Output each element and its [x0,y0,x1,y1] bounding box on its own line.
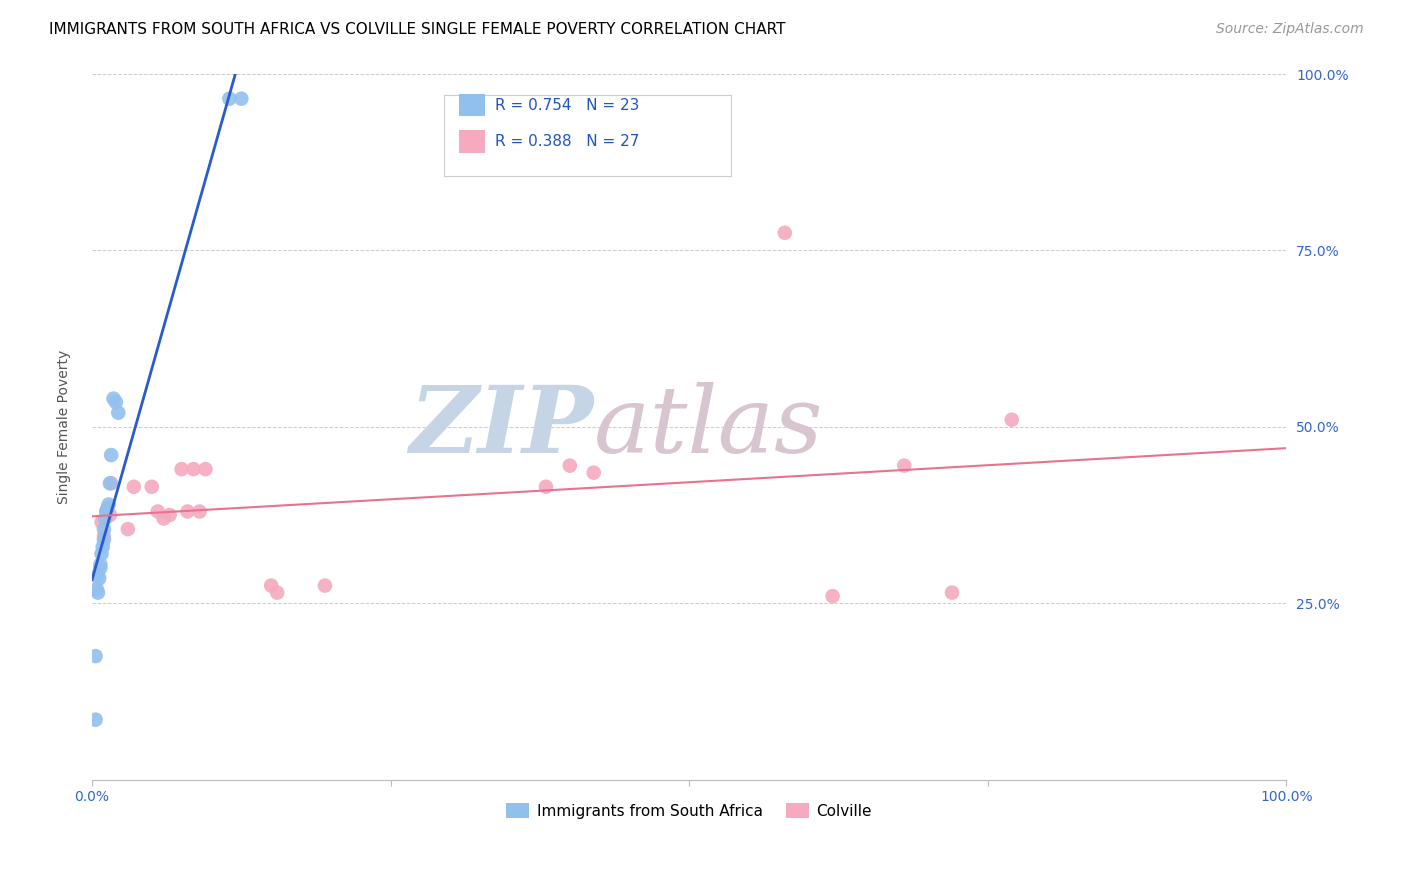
Point [893,458,915,473]
Point [582,466,605,480]
Point [170,462,193,476]
Point [218,92,240,106]
Point [96,504,118,518]
Point [94,511,117,525]
Point [176,504,198,518]
Point [558,458,581,473]
Point [103,392,125,406]
Point [821,589,844,603]
Point [107,406,129,420]
Point [188,504,211,518]
Point [89,558,111,572]
Point [93,522,115,536]
Point [231,92,253,106]
Point [98,476,121,491]
Point [314,578,336,592]
Point [93,529,115,543]
Point [87,585,110,599]
Bar [458,130,485,153]
Text: atlas: atlas [593,382,823,472]
Point [90,547,112,561]
Point [773,226,796,240]
Point [91,540,114,554]
Point [98,508,121,522]
Point [122,480,145,494]
Text: R = 0.388   N = 27: R = 0.388 N = 27 [495,135,638,149]
Point [84,649,107,664]
Point [86,582,108,596]
Point [93,533,115,547]
Text: IMMIGRANTS FROM SOUTH AFRICA VS COLVILLE SINGLE FEMALE POVERTY CORRELATION CHART: IMMIGRANTS FROM SOUTH AFRICA VS COLVILLE… [49,22,786,37]
Legend: Immigrants from South Africa, Colville: Immigrants from South Africa, Colville [501,797,879,825]
Point [159,508,181,522]
Text: Source: ZipAtlas.com: Source: ZipAtlas.com [1216,22,1364,37]
Point [146,504,169,518]
Point [90,515,112,529]
Point [1001,413,1024,427]
Text: ZIP: ZIP [409,382,593,472]
Point [941,585,963,599]
Bar [458,94,485,116]
Point [97,498,120,512]
Point [260,578,283,592]
Point [96,500,118,515]
FancyBboxPatch shape [444,95,731,177]
Point [84,713,107,727]
Point [100,448,122,462]
Point [96,504,118,518]
Point [183,462,205,476]
Point [152,511,174,525]
Point [104,395,127,409]
Point [194,462,217,476]
Point [266,585,288,599]
Point [117,522,139,536]
Point [89,561,111,575]
Text: R = 0.754   N = 23: R = 0.754 N = 23 [495,97,638,112]
Point [100,476,122,491]
Point [141,480,163,494]
Point [87,568,110,582]
Point [89,572,111,586]
Point [534,480,557,494]
Y-axis label: Single Female Poverty: Single Female Poverty [58,350,72,504]
